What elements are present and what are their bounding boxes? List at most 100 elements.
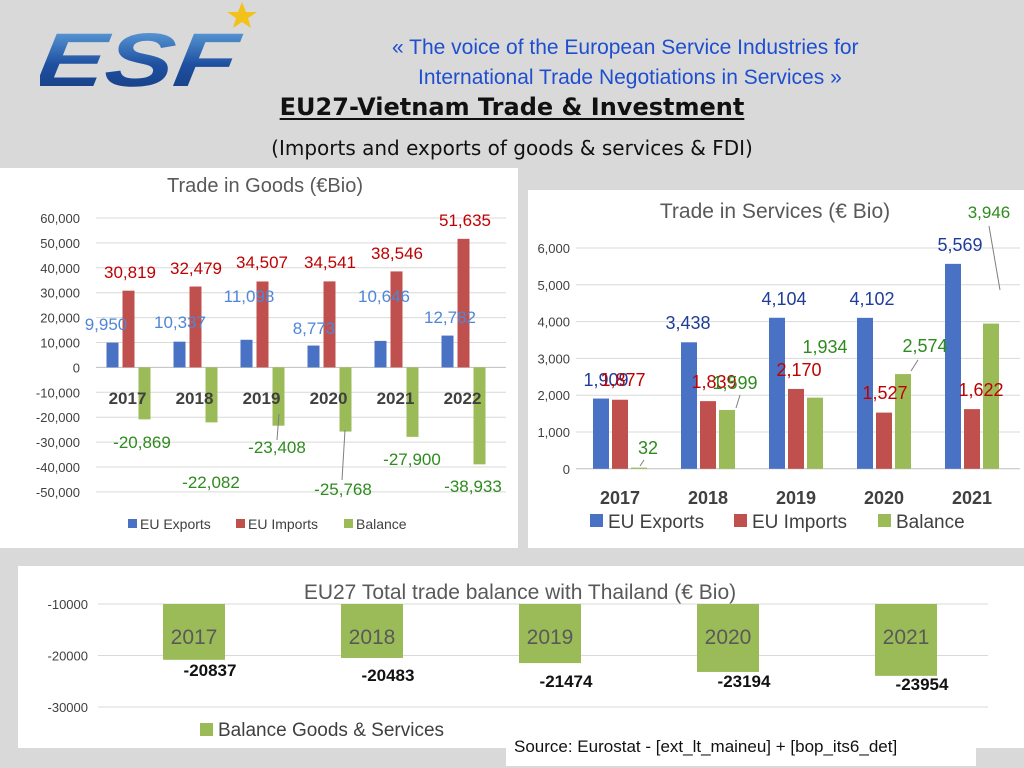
x-category-label: 2018 — [176, 389, 214, 408]
data-label-exports: 12,782 — [424, 308, 476, 327]
bar-eu-exports — [769, 317, 785, 469]
data-label-balance: -20,869 — [113, 433, 171, 452]
leader-line — [910, 359, 919, 372]
leader-line — [276, 413, 280, 441]
legend-swatch — [590, 514, 603, 527]
bar-balance — [339, 367, 352, 432]
bar-balance — [272, 367, 285, 426]
y-tick-label: 4,000 — [537, 315, 570, 330]
y-tick-label: 1,000 — [537, 425, 570, 440]
bar-eu-exports — [307, 345, 320, 368]
x-category-label: 2019 — [243, 389, 281, 408]
y-tick-label: 5,000 — [537, 278, 570, 293]
x-category-label: 2017 — [600, 488, 640, 508]
bar-eu-exports — [173, 341, 186, 368]
x-category-label: 2022 — [444, 389, 482, 408]
y-tick-label: 40,000 — [40, 261, 80, 276]
data-label-balance: -27,900 — [383, 450, 441, 469]
services-chart-panel: Trade in Services (€ Bio) 6,000 5,000 4,000… — [528, 190, 1024, 548]
bar-eu-exports — [945, 263, 961, 469]
bar-balance — [205, 367, 218, 423]
legend-label: Balance Goods & Services — [218, 720, 444, 741]
legend-swatch — [734, 514, 747, 527]
data-label-exports: 1,909 — [583, 370, 628, 390]
data-label-exports: 8,773 — [293, 319, 336, 338]
x-category-label: 2020 — [705, 626, 752, 649]
bar-balance — [719, 409, 735, 469]
x-category-label: 2019 — [776, 488, 816, 508]
bar-balance — [341, 604, 403, 658]
chart-title: Trade in Services (€ Bio) — [660, 200, 890, 223]
page-subtitle: (Imports and exports of goods & services… — [271, 136, 753, 160]
bar-balance — [697, 604, 759, 672]
y-tick-label: -30000 — [48, 700, 88, 715]
balance-chart: EU27 Total trade balance with Thailand (… — [48, 581, 988, 741]
bar-eu-exports — [240, 339, 253, 368]
data-label-balance: -20483 — [362, 666, 415, 685]
data-label-balance: -23,408 — [248, 438, 306, 457]
data-label-balance: 2,574 — [902, 336, 947, 356]
chart-title: EU27 Total trade balance with Thailand (… — [304, 581, 736, 604]
bar-balance — [138, 367, 151, 420]
leader-line — [988, 225, 1001, 291]
leader-line — [341, 429, 346, 481]
bar-balance — [519, 604, 581, 664]
legend-label: EU Imports — [248, 516, 318, 532]
x-category-label: 2020 — [864, 488, 904, 508]
y-tick-label: 60,000 — [40, 211, 80, 226]
page-title-text: EU27-Vietnam Trade & Investment — [279, 93, 745, 121]
data-label-exports: 10,646 — [358, 287, 410, 306]
data-label-imports: 34,541 — [304, 253, 356, 272]
bar-balance — [807, 397, 823, 469]
legend-swatch — [200, 723, 213, 736]
y-tick-label: 20,000 — [40, 311, 80, 326]
data-label-exports: 5,569 — [937, 235, 982, 255]
legend-label: Balance — [896, 512, 965, 533]
bar-eu-imports — [323, 281, 336, 368]
leader-line — [639, 459, 645, 467]
legend-label: EU Imports — [752, 512, 847, 533]
data-label-imports: 51,635 — [439, 211, 491, 230]
x-category-label: 2021 — [883, 626, 930, 649]
esf-logo-text: ESF — [40, 18, 247, 100]
leader-line — [735, 394, 741, 409]
y-tick-label: 0 — [563, 462, 570, 477]
x-category-label: 2020 — [310, 389, 348, 408]
bar-eu-imports — [457, 238, 470, 368]
y-tick-label: -20000 — [48, 649, 88, 664]
data-label-imports: 1,877 — [600, 370, 645, 390]
tagline-line-2: International Trade Negotiations in Serv… — [418, 66, 842, 89]
data-label-imports: 34,507 — [236, 253, 288, 272]
bar-eu-imports — [256, 281, 269, 368]
bar-eu-imports — [390, 271, 403, 368]
bar-eu-imports — [876, 412, 892, 469]
y-tick-label: 50,000 — [40, 236, 80, 251]
bar-balance — [895, 374, 911, 469]
balance-chart-panel: EU27 Total trade balance with Thailand (… — [18, 566, 1024, 748]
data-label-balance: -25,768 — [314, 480, 372, 499]
chart-title: Trade in Goods (€Bio) — [167, 175, 363, 197]
data-label-balance: -23194 — [718, 672, 771, 691]
bar-eu-imports — [189, 286, 202, 368]
data-label-balance: -21474 — [540, 672, 593, 691]
y-tick-label: -10000 — [48, 597, 88, 612]
data-label-imports: 32,479 — [170, 259, 222, 278]
y-tick-label: 10,000 — [40, 336, 80, 351]
y-tick-label: 0 — [73, 360, 80, 375]
y-tick-label: 30,000 — [40, 286, 80, 301]
legend-swatch — [344, 519, 353, 528]
data-label-imports: 30,819 — [104, 263, 156, 282]
goods-chart-panel: Trade in Goods (€Bio) 60,000 50,000 40,000 3… — [0, 168, 518, 548]
legend-label: Balance — [356, 516, 407, 532]
services-chart: Trade in Services (€ Bio) 6,000 5,000 4,000… — [537, 200, 1020, 533]
data-label-exports: 4,102 — [849, 289, 894, 309]
legend-swatch — [236, 519, 245, 528]
bar-eu-exports — [593, 398, 609, 469]
data-label-balance: -23954 — [896, 675, 949, 694]
tagline: « The voice of the European Service Indu… — [392, 33, 992, 93]
data-label-balance: -38,933 — [444, 477, 502, 496]
legend-label: EU Exports — [140, 516, 211, 532]
source-note: Source: Eurostat - [ext_lt_maineu] + [bo… — [506, 730, 976, 766]
bar-eu-exports — [374, 340, 387, 368]
bar-balance — [875, 604, 937, 676]
